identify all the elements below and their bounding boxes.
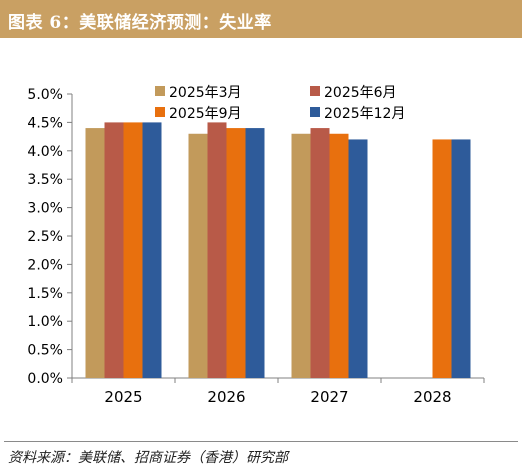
x-tick-label: 2027 <box>310 388 348 406</box>
source-note: 资料来源：美联储、招商证券（香港）研究部 <box>8 450 288 466</box>
y-tick-label: 5.0% <box>27 87 63 103</box>
figure-title: 图表 6：美联储经济预测：失业率 <box>8 13 272 33</box>
y-tick-label: 3.5% <box>27 172 63 188</box>
y-tick-label: 4.5% <box>27 115 63 131</box>
legend-swatch <box>310 107 320 117</box>
bar <box>85 128 105 378</box>
bar <box>123 122 143 379</box>
y-axis: 0.0% 0.5% 1.0% 1.5% 2.0% 2.5% 3.0% 3.5% 4.0% 4.5%… <box>27 87 73 387</box>
bar <box>245 128 265 378</box>
bar <box>451 139 471 378</box>
legend-swatch <box>155 86 165 96</box>
x-axis: 2025 2026 2027 2028 <box>71 377 485 406</box>
bars <box>85 122 471 379</box>
y-tick-label: 0.5% <box>27 343 63 359</box>
x-tick-label: 2026 <box>207 388 245 406</box>
legend-label: 2025年6月 <box>324 85 397 101</box>
legend-label: 2025年12月 <box>324 106 405 122</box>
y-tick-label: 1.5% <box>27 286 63 302</box>
y-tick-label: 1.0% <box>27 314 63 330</box>
y-tick-label: 0.0% <box>27 371 63 387</box>
bar <box>226 128 246 378</box>
bar <box>291 133 311 378</box>
bar-chart: 0.0% 0.5% 1.0% 1.5% 2.0% 2.5% 3.0% 3.5% 4.0% 4.5%… <box>27 85 485 406</box>
x-tick-label: 2025 <box>104 388 142 406</box>
y-tick-label: 4.0% <box>27 144 63 160</box>
bar <box>432 139 452 378</box>
y-tick-label: 2.0% <box>27 257 63 273</box>
bar <box>188 133 208 378</box>
x-tick-label: 2028 <box>413 388 451 406</box>
legend-label: 2025年3月 <box>169 85 242 101</box>
bar <box>348 139 368 378</box>
bar <box>142 122 162 379</box>
legend-swatch <box>155 107 165 117</box>
bar <box>310 128 330 378</box>
y-tick-label: 3.0% <box>27 201 63 217</box>
bar <box>104 122 124 379</box>
bar <box>329 133 349 378</box>
legend: 2025年3月 2025年6月 2025年9月 2025年12月 <box>155 85 405 122</box>
legend-label: 2025年9月 <box>169 106 242 122</box>
footer-divider <box>4 441 518 442</box>
bar <box>207 122 227 379</box>
legend-swatch <box>310 86 320 96</box>
y-tick-label: 2.5% <box>27 229 63 245</box>
figure-header: 图表 6：美联储经济预测：失业率 <box>0 0 522 38</box>
